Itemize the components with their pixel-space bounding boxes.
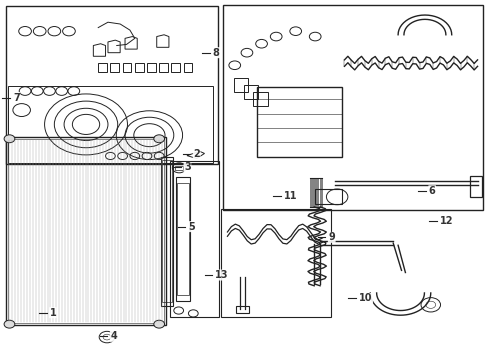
Bar [315,189,341,204]
Text: 8: 8 [212,48,219,58]
Circle shape [4,135,15,143]
Circle shape [154,135,164,143]
Text: 4: 4 [110,331,117,341]
Text: 11: 11 [283,191,296,201]
Bar [469,176,482,197]
Bar [8,86,212,163]
Text: 5: 5 [188,222,195,231]
Bar [256,87,341,157]
Bar [175,177,190,301]
Bar [183,63,192,72]
Bar [135,63,143,72]
Bar [160,157,173,306]
Bar [169,161,218,317]
Text: 2: 2 [193,149,200,159]
Bar [177,183,188,296]
Bar [5,137,166,325]
Text: 13: 13 [215,270,228,280]
Text: 3: 3 [183,162,190,172]
Bar [171,63,180,72]
Bar [175,166,183,170]
Bar [147,63,156,72]
Text: 6: 6 [428,186,435,196]
Text: 7: 7 [13,93,20,103]
Bar [122,63,131,72]
Text: 9: 9 [328,232,334,242]
Text: 10: 10 [358,293,372,303]
Bar [222,5,483,211]
Bar [236,306,249,314]
Bar [110,63,119,72]
Circle shape [154,320,164,328]
Bar [221,210,330,317]
Bar [8,139,163,323]
Text: 12: 12 [439,216,452,226]
Bar [159,63,167,72]
Circle shape [4,320,15,328]
Bar [5,6,217,164]
Bar [98,63,107,72]
Text: 1: 1 [49,308,56,318]
Bar [162,160,171,302]
